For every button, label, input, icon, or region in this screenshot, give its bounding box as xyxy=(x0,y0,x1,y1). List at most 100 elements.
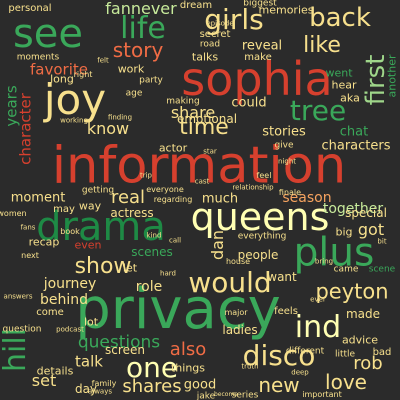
word-ind: ind xyxy=(294,310,342,345)
word-feels: feels xyxy=(274,306,298,317)
word-information: information xyxy=(51,136,347,196)
word-characters: characters xyxy=(321,138,391,154)
word-next: next xyxy=(21,251,39,260)
word-house: house xyxy=(225,257,251,266)
word-important: important xyxy=(302,390,342,399)
word-got: got xyxy=(357,220,385,239)
word-back: back xyxy=(309,3,371,33)
word-questions: questions xyxy=(77,332,161,353)
word-would: would xyxy=(188,266,272,299)
word-biggest: biggest xyxy=(243,0,277,9)
word-star: star xyxy=(203,147,217,156)
word-finding: finding xyxy=(107,113,133,122)
word-love: love xyxy=(325,370,367,394)
word-character: character xyxy=(16,93,35,165)
word-joy: joy xyxy=(43,75,107,124)
word-hill: hill xyxy=(0,327,33,373)
word-went: went xyxy=(325,66,353,80)
word-season: season xyxy=(282,190,332,206)
word-came: came xyxy=(333,264,359,275)
word-right: right xyxy=(73,70,93,79)
word-book: book xyxy=(60,227,80,236)
word-ever: ever xyxy=(310,295,326,304)
word-everyone: everyone xyxy=(146,185,184,194)
word-moment: moment xyxy=(10,190,66,206)
word-talks: talks xyxy=(191,50,219,64)
word-family: family xyxy=(91,379,117,388)
word-call: call xyxy=(168,236,182,245)
word-share: share xyxy=(170,103,216,122)
word-make: make xyxy=(244,52,272,63)
word-trip: trip xyxy=(139,171,153,180)
word-story: story xyxy=(112,38,164,62)
word-like: like xyxy=(303,33,341,58)
word-people: people xyxy=(237,248,279,262)
word-drama: drama xyxy=(36,204,166,250)
word-ladies: ladies xyxy=(222,323,258,337)
word-series: series xyxy=(231,390,259,400)
word-disco: disco xyxy=(242,339,316,372)
word-also: also xyxy=(169,339,207,360)
word-recap: recap xyxy=(28,235,60,249)
word-scene: scene xyxy=(368,264,396,275)
word-scenes: scenes xyxy=(131,245,173,259)
word-deep: deep xyxy=(291,368,309,377)
word-show: show xyxy=(74,254,132,279)
word-favorite: favorite xyxy=(30,60,88,79)
word-stories: stories xyxy=(262,124,306,140)
word-personal: personal xyxy=(8,3,52,14)
word-dream: dream xyxy=(179,0,213,11)
word-come: come xyxy=(36,307,64,318)
word-age: age xyxy=(125,88,143,99)
word-could: could xyxy=(231,95,267,111)
word-behind: behind xyxy=(39,292,89,308)
word-bit: bit xyxy=(377,237,387,246)
word-details: details xyxy=(36,364,74,378)
word-memories: memories xyxy=(258,3,314,17)
word-even: even xyxy=(74,238,102,252)
word-much: much xyxy=(201,191,239,207)
word-let: let xyxy=(122,261,138,275)
word-actress: actress xyxy=(110,206,154,220)
word-one: one xyxy=(125,351,179,384)
word-hear: hear xyxy=(331,78,357,92)
word-new: new xyxy=(258,373,300,397)
word-truth: truth xyxy=(241,362,259,371)
word-reveal: reveal xyxy=(241,38,283,54)
word-women: women xyxy=(0,209,27,218)
word-bring: bring xyxy=(314,257,334,266)
word-girls: girls xyxy=(204,3,264,36)
word-tree: tree xyxy=(289,94,347,127)
word-kind: kind xyxy=(146,231,162,240)
word-working: working xyxy=(60,116,88,125)
word-party: party xyxy=(139,75,163,86)
word-made: made xyxy=(345,307,381,321)
word-road: road xyxy=(199,39,221,50)
word-hard: hard xyxy=(160,269,176,278)
word-making: making xyxy=(166,96,200,107)
word-moments: moments xyxy=(16,52,60,63)
word-major: major xyxy=(224,308,248,317)
word-episode: episode xyxy=(206,19,234,28)
word-sophia: sophia xyxy=(181,52,333,106)
word-aka: aka xyxy=(340,91,360,105)
word-jake: jake xyxy=(196,391,216,400)
word-time: time xyxy=(179,115,229,140)
word-see: see xyxy=(12,11,84,57)
word-secret: secret xyxy=(199,29,231,40)
word-plus: plus xyxy=(293,230,375,276)
word-set: set xyxy=(31,371,57,390)
word-shares: shares xyxy=(122,376,182,397)
word-life: life xyxy=(120,11,166,46)
word-real: real xyxy=(110,187,146,208)
word-question: question xyxy=(2,324,42,335)
word-work: work xyxy=(117,62,145,76)
word-screen: screen xyxy=(105,343,145,357)
word-talk: talk xyxy=(75,352,103,371)
word-night: night xyxy=(277,157,297,166)
word-actor: actor xyxy=(158,141,188,155)
word-lot: lot xyxy=(83,315,99,329)
word-rob: rob xyxy=(353,353,383,374)
word-getting: getting xyxy=(81,185,115,196)
